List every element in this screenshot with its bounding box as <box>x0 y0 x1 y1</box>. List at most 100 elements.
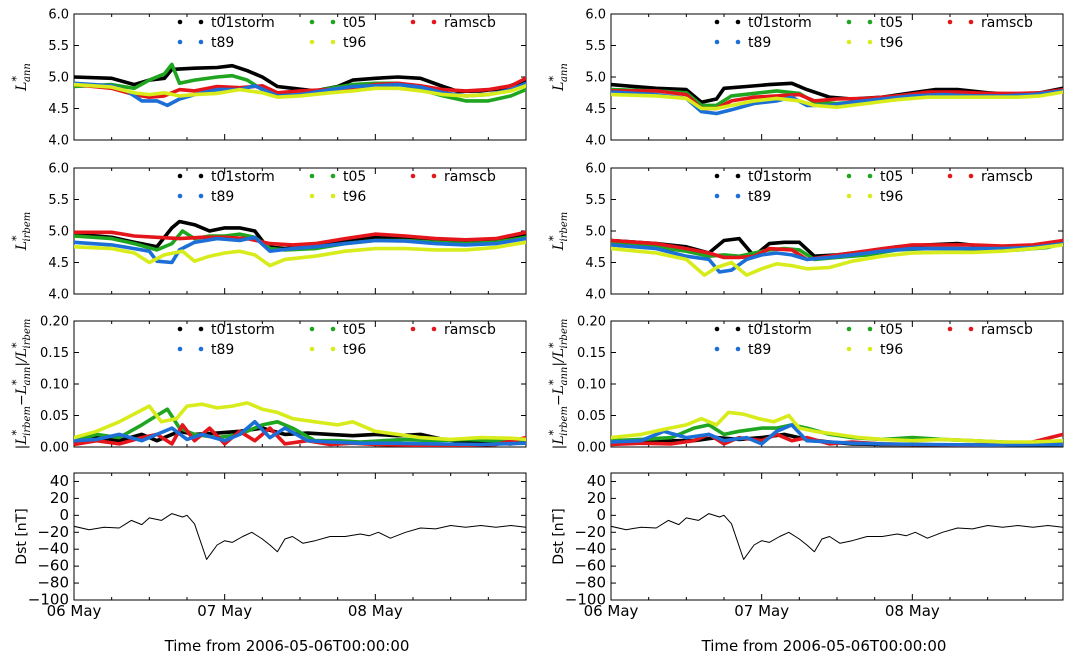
y-tick-label: 4.0 <box>48 288 69 303</box>
legend-marker-t05 <box>309 173 315 179</box>
legend-marker-t96 <box>867 193 873 199</box>
y-tick-label: 40 <box>587 472 606 490</box>
y-axis-label-left: |L*irbem−L*ann|/L*irbem <box>10 319 33 450</box>
series-t89 <box>74 419 526 447</box>
legend-marker-t96 <box>330 193 336 199</box>
legend-marker-ramscb <box>947 173 953 179</box>
legend-marker-ramscb <box>431 326 437 332</box>
y-tick-label: −80 <box>574 574 606 592</box>
axes-frame <box>73 167 527 295</box>
legend-marker-ramscb <box>410 19 416 25</box>
legend-marker-t01storm <box>198 173 204 179</box>
y-tick-label: 4.0 <box>585 288 606 303</box>
series-t96 <box>611 410 1063 444</box>
y-tick-label: 0.05 <box>577 409 606 424</box>
series-t01storm <box>74 63 526 94</box>
y-tick-label: −60 <box>37 557 69 575</box>
series-ramscb <box>74 230 526 247</box>
legend-marker-t01storm <box>177 19 183 25</box>
legend-label-ramscb: ramscb <box>444 169 496 185</box>
legend-marker-ramscb <box>968 326 974 332</box>
series-t96 <box>74 240 526 268</box>
legend-label-ramscb: ramscb <box>981 15 1033 31</box>
y-tick-label: 5.0 <box>48 225 69 240</box>
legend-label-ramscb: ramscb <box>444 15 496 31</box>
y-tick-label: 4.5 <box>48 102 69 117</box>
y-tick-label: −40 <box>574 540 606 558</box>
axes-frame <box>73 13 527 141</box>
legend-marker-t89 <box>714 346 720 352</box>
legend-label-t01storm: t01storm <box>748 15 812 31</box>
y-tick-label: 0.10 <box>40 378 69 393</box>
legend: t01storm t05 ramscb t89 t96 <box>177 15 496 51</box>
legend-label-t89: t89 <box>748 342 771 358</box>
y-tick-label: −20 <box>574 523 606 541</box>
series-dst <box>74 513 526 560</box>
legend-label-t05: t05 <box>343 15 366 31</box>
legend-marker-t89 <box>714 193 720 199</box>
plot-area <box>611 81 1063 116</box>
legend-marker-t96 <box>330 346 336 352</box>
y-tick-label: 0.00 <box>577 441 606 456</box>
legend-marker-t96 <box>330 39 336 45</box>
y-tick-label: 5.5 <box>585 193 606 208</box>
panel-left-3: 0.00 0.05 0.10 0.15 0.20 |L*irbem−L*ann|/L*ir… <box>10 315 527 456</box>
legend-marker-t89 <box>714 39 720 45</box>
series-t05 <box>74 407 526 444</box>
legend-marker-t05 <box>330 326 336 332</box>
legend-marker-t05 <box>846 19 852 25</box>
legend-label-t01storm: t01storm <box>211 15 275 31</box>
legend-marker-ramscb <box>947 19 953 25</box>
legend-marker-t89 <box>735 193 741 199</box>
x-tick-label: 08 May <box>885 602 940 620</box>
legend-label-t89: t89 <box>748 189 771 205</box>
plot-area <box>74 401 526 447</box>
legend-marker-ramscb <box>968 173 974 179</box>
legend-label-t01storm: t01storm <box>211 322 275 338</box>
plot-area <box>611 236 1063 277</box>
y-axis-label-right: L*irbem <box>547 212 570 252</box>
y-tick-label: 6.0 <box>48 8 69 23</box>
panel-left-1: 4.0 4.5 5.0 5.5 6.0 L*ann t01storm t05 ramscb t89… <box>10 8 527 149</box>
legend-marker-ramscb <box>410 326 416 332</box>
series-t89 <box>611 423 1063 447</box>
legend-marker-t96 <box>846 193 852 199</box>
legend-marker-t89 <box>198 193 204 199</box>
legend-marker-ramscb <box>431 19 437 25</box>
axes-frame <box>610 167 1064 295</box>
y-tick-label: 5.0 <box>585 71 606 86</box>
y-tick-label: 5.5 <box>48 39 69 54</box>
legend-label-t96: t96 <box>343 189 366 205</box>
y-tick-label: 0.00 <box>40 441 69 456</box>
legend-marker-t05 <box>846 173 852 179</box>
y-tick-label: −80 <box>37 574 69 592</box>
y-axis-label-right: |L*irbem−L*ann|/L*irbem <box>547 319 570 450</box>
legend-marker-t05 <box>330 173 336 179</box>
x-tick-label: 08 May <box>348 602 403 620</box>
legend-marker-t96 <box>846 39 852 45</box>
y-tick-label: 0.10 <box>577 378 606 393</box>
legend-marker-t89 <box>177 39 183 45</box>
legend-marker-t01storm <box>714 326 720 332</box>
y-tick-label: 0 <box>59 506 69 524</box>
y-tick-label: 5.0 <box>585 225 606 240</box>
legend-marker-t05 <box>846 326 852 332</box>
legend-label-ramscb: ramscb <box>444 322 496 338</box>
series-t96 <box>611 243 1063 277</box>
y-tick-label: 0.20 <box>577 315 606 330</box>
y-tick-label: 20 <box>50 489 69 507</box>
legend-marker-t89 <box>735 346 741 352</box>
legend-marker-t96 <box>309 193 315 199</box>
y-tick-label: −20 <box>37 523 69 541</box>
x-tick-label: 06 May <box>584 602 639 620</box>
plot-area <box>611 410 1063 447</box>
y-tick-label: 0.15 <box>40 346 69 361</box>
legend-marker-t01storm <box>177 173 183 179</box>
legend-label-t01storm: t01storm <box>748 322 812 338</box>
plot-area <box>74 62 526 108</box>
panel-right-3: 0.00 0.05 0.10 0.15 0.20 |L*irbem−L*ann|/L*ir… <box>547 315 1064 456</box>
